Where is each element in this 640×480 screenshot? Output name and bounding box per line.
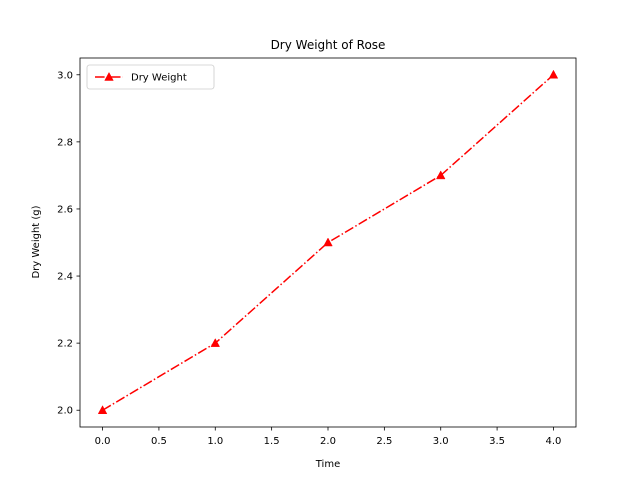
series-line (102, 74, 554, 411)
plot-area: 0.0 0.5 1.0 1.5 2.0 2.5 3.0 3.5 4.0 2.0 2.2 2.4 2.6 2… (57, 57, 577, 447)
x-tick-label: 0.0 (95, 436, 111, 447)
data-point-marker (210, 338, 220, 347)
x-tick-label: 1.0 (207, 436, 223, 447)
x-tick-label: 0.5 (151, 436, 167, 447)
x-tick-label: 4.0 (546, 436, 562, 447)
x-tick-label: 3.5 (489, 436, 505, 447)
x-tick-label: 1.5 (264, 436, 280, 447)
x-tick-label: 3.0 (433, 436, 449, 447)
data-point-marker (323, 237, 333, 247)
y-tick-label: 2.8 (57, 137, 73, 148)
data-point-marker (436, 170, 446, 180)
data-point-marker (97, 405, 108, 414)
y-tick-label: 2.2 (57, 339, 73, 350)
data-point-marker (548, 69, 559, 79)
x-tick-label: 2.5 (376, 436, 392, 447)
x-tick-label: 2.0 (320, 436, 336, 447)
y-tick-label: 2.0 (57, 406, 73, 417)
y-tick-label: 2.6 (57, 204, 73, 215)
x-axis-label: Time (315, 459, 340, 470)
y-axis-label: Dry Weight (g) (31, 205, 42, 278)
legend-box (86, 64, 215, 90)
legend-label: Dry Weight (131, 73, 187, 84)
chart-title: Dry Weight of Rose (271, 38, 386, 52)
legend-marker-swatch (104, 71, 114, 81)
y-tick-label: 3.0 (57, 70, 73, 81)
y-tick-label: 2.4 (57, 272, 73, 283)
